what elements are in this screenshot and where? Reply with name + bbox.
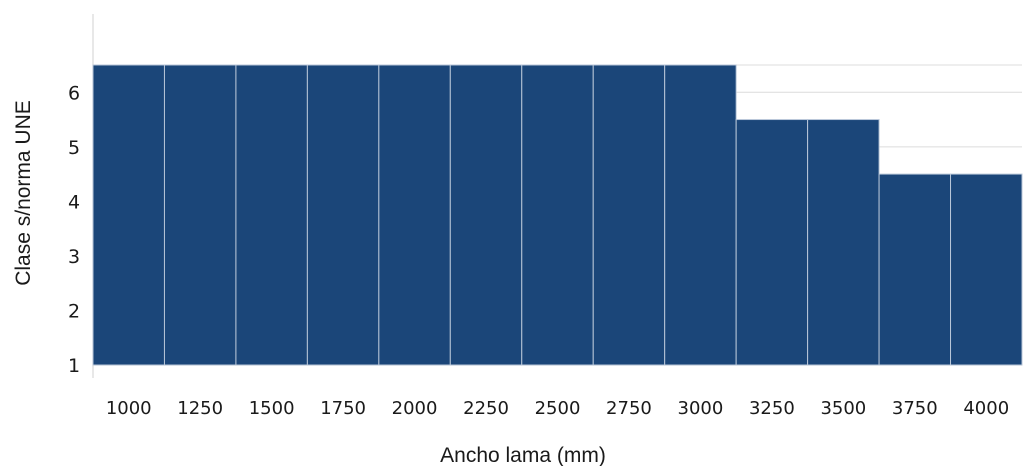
bar-2000	[378, 64, 451, 366]
y-axis-label: Clase s/norma UNE	[12, 100, 35, 286]
bar-2750	[592, 64, 666, 366]
x-tick-label: 3750	[892, 398, 938, 419]
y-tick-label: 6	[68, 82, 80, 104]
x-tick-label: 3500	[820, 398, 866, 419]
bar-4000	[950, 173, 1023, 366]
bar-3250	[735, 119, 809, 366]
y-tick-label: 3	[68, 246, 80, 268]
x-tick-label: 2250	[463, 398, 509, 419]
bar-3750	[878, 173, 952, 366]
y-tick-label: 2	[68, 300, 80, 322]
y-tick-label: 5	[68, 137, 80, 159]
bar-1500	[235, 64, 308, 366]
y-tick-labels: 1 2 3 4 5 6	[68, 82, 80, 377]
x-axis-label: Ancho lama (mm)	[440, 444, 606, 466]
y-tick-label: 4	[68, 191, 80, 213]
x-tick-label: 4000	[963, 398, 1009, 419]
x-tick-label: 2000	[392, 398, 438, 419]
bar-1250	[163, 64, 237, 366]
x-tick-label: 1250	[177, 398, 223, 419]
bar-3000	[664, 64, 737, 366]
bar-2250	[449, 64, 523, 366]
x-tick-label: 2500	[535, 398, 581, 419]
bar-2500	[521, 64, 594, 366]
bar-1750	[306, 64, 380, 366]
x-tick-label: 3000	[678, 398, 724, 419]
bar-1000	[92, 64, 165, 366]
bars	[92, 64, 1023, 366]
x-tick-label: 1000	[106, 398, 152, 419]
x-tick-label: 1500	[249, 398, 295, 419]
x-tick-label: 1750	[320, 398, 366, 419]
y-tick-label: 1	[68, 355, 80, 377]
x-tick-label: 3250	[749, 398, 795, 419]
x-tick-labels: 1000 1250 1500 1750 2000 2250 2500 2750 3000 3250…	[106, 398, 1009, 419]
x-tick-label: 2750	[606, 398, 652, 419]
bar-3500	[807, 119, 880, 366]
